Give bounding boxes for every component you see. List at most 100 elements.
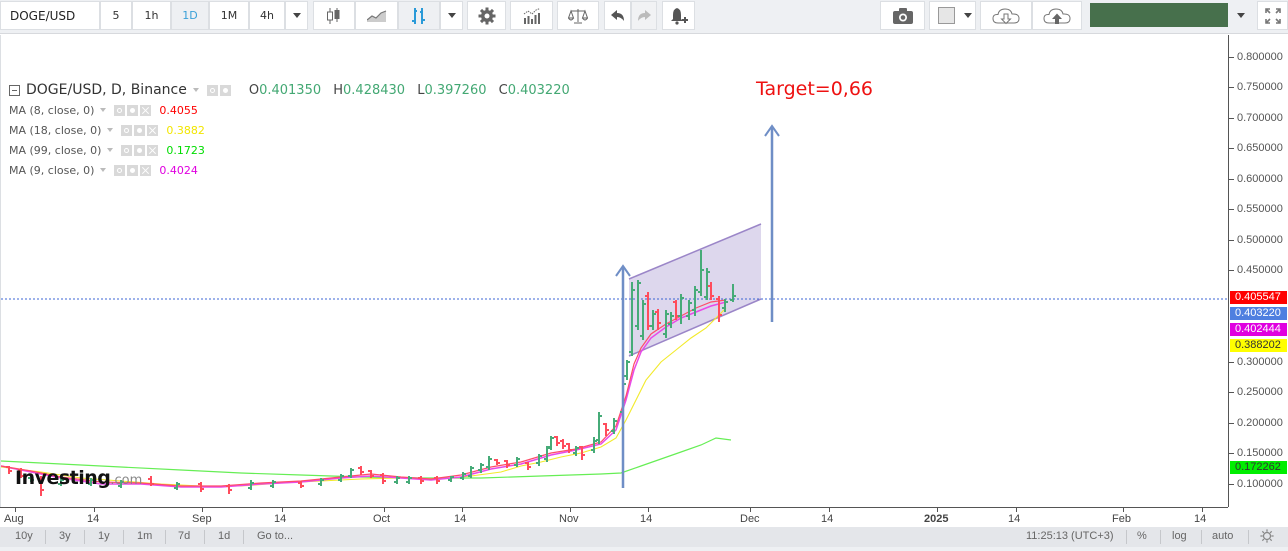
bars-icon	[411, 6, 427, 26]
ma9-price-badge: 0.402444	[1230, 323, 1287, 336]
range-1m[interactable]: 1m	[137, 530, 153, 542]
undo-button[interactable]	[604, 1, 631, 30]
interval-1d[interactable]: 1D	[171, 1, 209, 30]
time-tick-label: Nov	[559, 513, 579, 525]
price-tick-label: 0.200000	[1237, 417, 1283, 429]
log-scale-toggle[interactable]: log	[1172, 530, 1187, 542]
range-10y[interactable]: 10y	[15, 530, 33, 542]
chevron-down-icon[interactable]	[100, 168, 107, 172]
close-icon[interactable]	[140, 164, 152, 176]
gear-icon	[478, 7, 496, 25]
interval-dropdown[interactable]	[285, 1, 308, 30]
layout-dropdown[interactable]	[1231, 1, 1251, 30]
chevron-down-icon[interactable]	[100, 108, 107, 112]
legend-title[interactable]: DOGE/USD, D, Binance	[26, 82, 187, 98]
undo-icon	[610, 9, 625, 22]
close-value: 0.403220	[507, 82, 570, 98]
time-tick-label: 14	[1194, 513, 1207, 525]
interval-label: 1M	[220, 9, 238, 22]
save-layout-button[interactable]	[1032, 1, 1082, 30]
gear-icon[interactable]	[134, 144, 146, 156]
gear-icon[interactable]	[127, 104, 139, 116]
indicator-label[interactable]: MA (18, close, 0)	[9, 123, 102, 137]
price-tick-label: 0.450000	[1237, 264, 1283, 276]
cloud-upload-icon	[1043, 7, 1071, 25]
time-tick-label: Dec	[740, 513, 760, 525]
chevron-down-icon[interactable]	[107, 148, 114, 152]
symbol-selector[interactable]: DOGE/USD	[0, 1, 100, 30]
compare-icon	[568, 8, 588, 24]
interval-4h[interactable]: 4h	[249, 1, 285, 30]
price-tick-label: 0.300000	[1237, 356, 1283, 368]
gear-icon[interactable]	[134, 124, 146, 136]
chart-type-candles[interactable]	[313, 1, 355, 30]
eye-icon[interactable]	[114, 104, 126, 116]
range-3y[interactable]: 3y	[59, 530, 71, 542]
redo-button[interactable]	[631, 1, 657, 30]
settings-button[interactable]	[467, 1, 506, 30]
close-icon[interactable]	[147, 124, 159, 136]
eye-icon[interactable]	[114, 164, 126, 176]
price-tick-label: 0.500000	[1237, 234, 1283, 246]
eye-icon[interactable]	[206, 84, 218, 96]
goto-date-button[interactable]: Go to...	[257, 530, 294, 542]
compare-button[interactable]	[557, 1, 599, 30]
chevron-down-icon[interactable]	[192, 88, 199, 92]
indicator-label[interactable]: MA (9, close, 0)	[9, 163, 95, 177]
collapse-legend-icon[interactable]	[9, 84, 20, 96]
time-tick-label: 14	[1008, 513, 1021, 525]
close-icon[interactable]	[140, 104, 152, 116]
price-plot	[1, 124, 1229, 496]
fullscreen-icon	[1264, 7, 1281, 24]
color-picker[interactable]	[929, 1, 976, 30]
percent-scale-toggle[interactable]: %	[1137, 530, 1147, 542]
interval-5[interactable]: 5	[100, 1, 132, 30]
time-axis[interactable]: Aug 14 Sep 14 Oct 14 Nov 14 Dec 14 2025 …	[0, 507, 1228, 527]
close-icon[interactable]	[147, 144, 159, 156]
screenshot-button[interactable]	[880, 1, 925, 30]
range-1d[interactable]: 1d	[218, 530, 231, 542]
chevron-down-icon[interactable]	[107, 128, 114, 132]
load-layout-button[interactable]	[980, 1, 1032, 30]
chart-type-dropdown[interactable]	[440, 1, 463, 30]
legend-ma-8: MA (8, close, 0) 0.4055	[9, 100, 570, 120]
indicator-value: 0.4055	[159, 103, 198, 117]
range-7d[interactable]: 7d	[178, 530, 191, 542]
time-tick-label: 2025	[924, 513, 949, 525]
indicator-label[interactable]: MA (99, close, 0)	[9, 143, 102, 157]
chevron-down-icon	[292, 13, 301, 18]
indicators-button[interactable]	[510, 1, 553, 30]
price-tick-label: 0.650000	[1237, 142, 1283, 154]
legend-ma-9: MA (9, close, 0) 0.4024	[9, 160, 570, 180]
interval-label: 5	[112, 9, 120, 22]
last-price-badge: 0.403220	[1230, 307, 1287, 320]
account-layout-selector[interactable]	[1090, 3, 1228, 27]
price-tick-label: 0.700000	[1237, 112, 1283, 124]
target-annotation[interactable]: Target=0,66	[756, 78, 874, 100]
gear-icon[interactable]	[219, 84, 231, 96]
range-1y[interactable]: 1y	[98, 530, 110, 542]
add-alert-button[interactable]	[662, 1, 695, 30]
eye-icon[interactable]	[121, 144, 133, 156]
chart-type-area[interactable]	[355, 1, 398, 30]
price-tick-label: 0.550000	[1237, 203, 1283, 215]
chart-properties-button[interactable]	[1260, 529, 1274, 543]
chart-type-bars[interactable]	[398, 1, 440, 30]
auto-scale-toggle[interactable]: auto	[1212, 530, 1234, 542]
fullscreen-button[interactable]	[1257, 1, 1288, 30]
interval-1m[interactable]: 1M	[209, 1, 249, 30]
indicator-label[interactable]: MA (8, close, 0)	[9, 103, 95, 117]
close-label: C	[498, 82, 508, 98]
chevron-down-icon	[964, 13, 972, 18]
gear-icon[interactable]	[127, 164, 139, 176]
candles-icon	[326, 7, 342, 25]
eye-icon[interactable]	[121, 124, 133, 136]
chevron-down-icon	[447, 13, 456, 18]
watermark-brand: Investing	[15, 467, 111, 489]
time-tick-label: 14	[821, 513, 834, 525]
price-axis[interactable]: 0.800000 0.750000 0.700000 0.650000 0.60…	[1228, 35, 1288, 507]
interval-1h[interactable]: 1h	[132, 1, 171, 30]
clock-timezone[interactable]: 11:25:13 (UTC+3)	[1026, 530, 1114, 542]
chart-canvas[interactable]: DOGE/USD, D, Binance O0.401350 H0.428430…	[0, 35, 1229, 507]
ohlc-bars	[6, 250, 736, 496]
